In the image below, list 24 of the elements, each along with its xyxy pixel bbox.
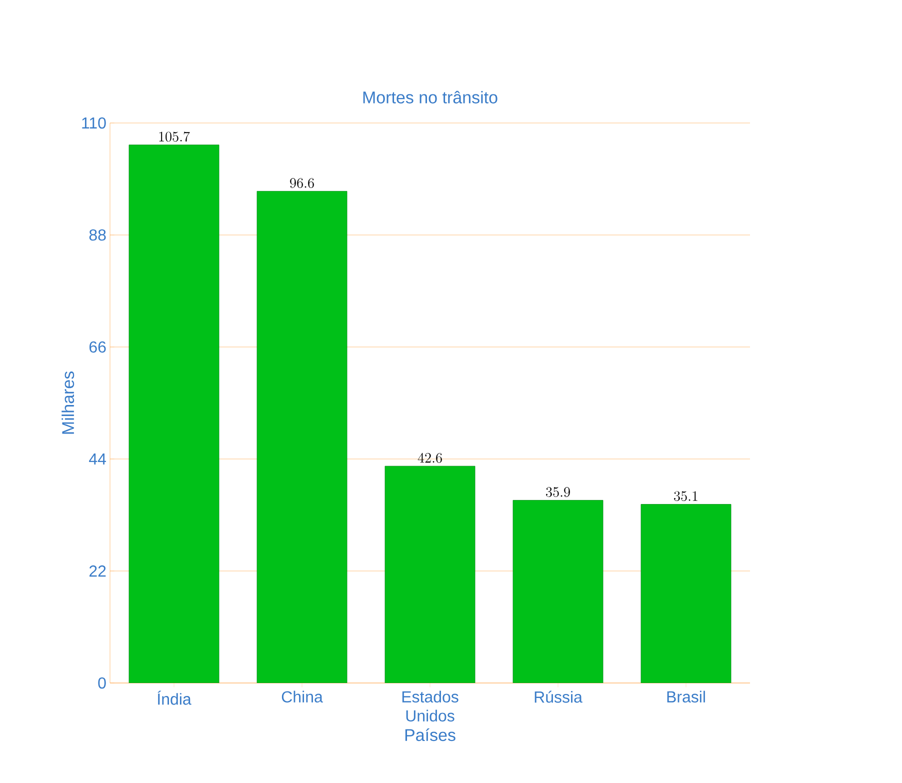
data-label: 96.6 [290,178,314,188]
x-tick-label: Índia [158,690,192,705]
y-axis-title: Milhares [62,371,74,434]
y-tick-label: 66 [89,341,106,353]
data-label: 35.9 [546,487,570,497]
bar [640,504,732,683]
data-label: 42.6 [418,452,442,463]
bar [256,191,348,683]
y-tick-label: 44 [89,453,106,464]
data-label: 105.7 [159,132,190,142]
y-tick-label: 22 [89,565,106,577]
y-tick-label: 110 [82,117,106,129]
y-tick-label: 88 [89,229,106,241]
x-tick-label: Brasil [667,690,705,703]
bar [128,144,220,683]
x-tick-label: Estados Unidos [402,690,458,722]
x-axis-title: Países [405,728,456,742]
x-tick-label: China [282,690,323,703]
x-tick-label: Rússia [534,690,582,703]
bar [384,466,476,683]
chart-title: Mortes no trânsito [363,90,498,104]
y-tick-label: 0 [98,677,106,689]
bar [512,500,604,683]
data-label: 35. 1 [674,491,698,502]
